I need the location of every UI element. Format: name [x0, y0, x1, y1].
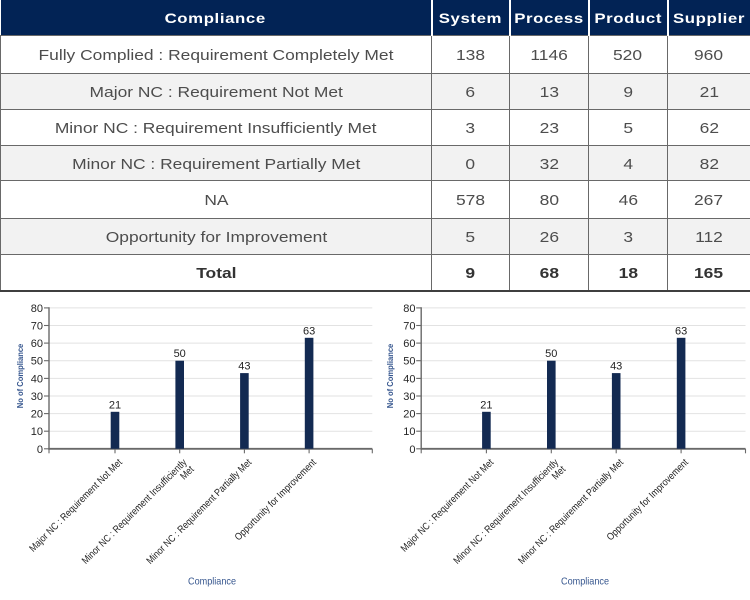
svg-text:10: 10: [31, 426, 43, 438]
svg-text:60: 60: [403, 338, 415, 350]
svg-text:Minor NC : Requirement Partial: Minor NC : Requirement Partially Met: [144, 457, 254, 567]
svg-text:30: 30: [403, 391, 415, 403]
svg-text:Compliance: Compliance: [561, 576, 609, 588]
svg-text:63: 63: [303, 325, 315, 337]
svg-text:Minor NC : Requirement Partial: Minor NC : Requirement Partially Met: [516, 457, 626, 567]
svg-text:20: 20: [403, 409, 415, 421]
svg-text:Minor NC : Requirement Insuffi: Minor NC : Requirement Insufficiently: [80, 457, 189, 566]
svg-text:50: 50: [545, 348, 557, 360]
svg-text:21: 21: [109, 399, 121, 411]
svg-text:70: 70: [403, 321, 415, 333]
svg-text:60: 60: [31, 338, 43, 350]
svg-text:80: 80: [403, 303, 415, 315]
svg-text:Minor NC : Requirement Insuffi: Minor NC : Requirement Insufficiently: [451, 457, 560, 566]
svg-text:0: 0: [409, 444, 415, 456]
svg-text:10: 10: [403, 426, 415, 438]
svg-text:No of Compliance: No of Compliance: [386, 343, 395, 408]
svg-text:0: 0: [37, 444, 43, 456]
svg-text:43: 43: [238, 361, 250, 373]
svg-text:30: 30: [31, 391, 43, 403]
svg-text:50: 50: [174, 348, 186, 360]
svg-text:40: 40: [31, 373, 43, 385]
svg-text:80: 80: [31, 303, 43, 315]
svg-text:70: 70: [31, 321, 43, 333]
svg-text:21: 21: [480, 399, 492, 411]
svg-text:40: 40: [403, 373, 415, 385]
svg-text:50: 50: [31, 356, 43, 368]
svg-text:43: 43: [610, 361, 622, 373]
svg-text:50: 50: [403, 356, 415, 368]
svg-text:No of Compliance: No of Compliance: [16, 343, 25, 408]
svg-text:20: 20: [31, 409, 43, 421]
svg-text:Compliance: Compliance: [188, 576, 236, 588]
svg-text:63: 63: [675, 325, 687, 337]
